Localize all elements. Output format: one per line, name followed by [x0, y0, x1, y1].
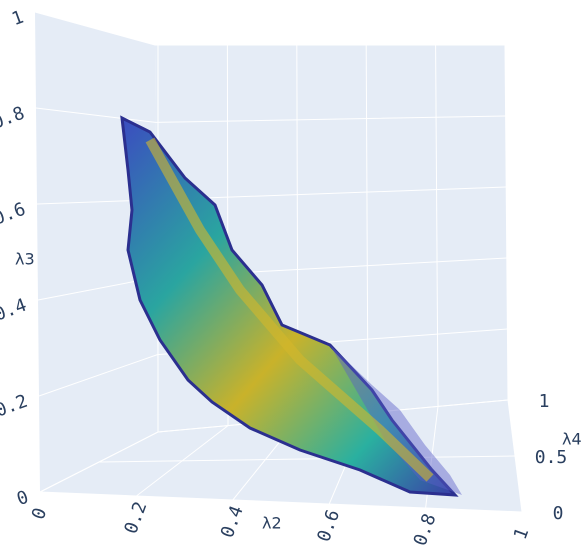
- grid-line: [98, 455, 516, 463]
- z-tick-label: 1: [9, 7, 26, 30]
- z-tick-label: 0.4: [0, 295, 29, 326]
- x-tick-label: 0.2: [121, 499, 152, 537]
- x-tick-label: 0.4: [217, 503, 248, 541]
- grid: [34, 11, 523, 513]
- grid-line: [34, 11, 505, 46]
- y-tick-label: 0.5: [535, 447, 568, 468]
- y-tick-label: 0: [553, 503, 564, 524]
- surface-ridge: [145, 137, 434, 482]
- z-tick-label: 0.2: [0, 391, 30, 422]
- x-tick-label: 1: [510, 525, 533, 542]
- surface-body: [120, 115, 459, 497]
- y-tick-label: 1: [539, 391, 550, 412]
- grid-line: [35, 107, 506, 123]
- surface: [120, 115, 462, 497]
- y-axis-title: λ4: [562, 430, 582, 449]
- z-tick-label: 0.8: [0, 103, 27, 134]
- grid-line: [39, 491, 523, 513]
- x-tick-label: 0.8: [410, 511, 441, 547]
- z-tick-label: 0.6: [0, 199, 28, 230]
- x-tick-label: 0: [28, 505, 51, 522]
- z-tick-label: 0: [14, 487, 31, 510]
- x-axis-title: λ2: [262, 514, 282, 533]
- x-tick-label: 0.6: [313, 507, 344, 545]
- surface-fringe: [330, 345, 462, 495]
- grid-line: [38, 328, 508, 397]
- z-axis-title: λ3: [15, 250, 35, 269]
